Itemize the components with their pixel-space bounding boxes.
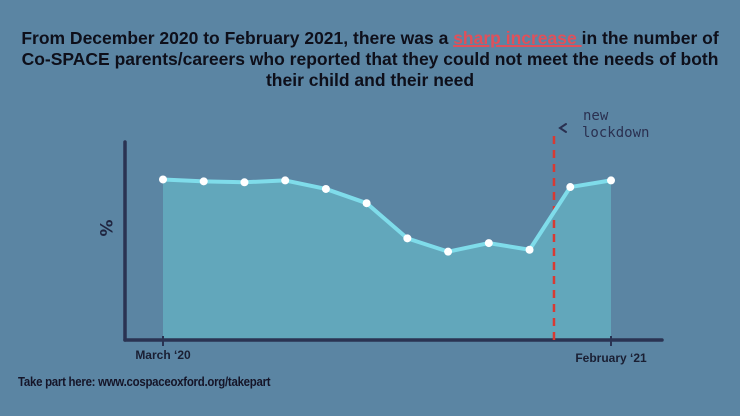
data-point-9 [484, 239, 493, 248]
series-line [161, 177, 613, 254]
take-part-link[interactable]: Take part here: www.cospaceoxford.org/ta… [18, 374, 271, 389]
annotation-label-line1: new [583, 108, 609, 124]
chart-title: From December 2020 to February 2021, the… [21, 28, 719, 90]
data-point-3 [240, 178, 249, 187]
annotation-arrow [558, 123, 567, 133]
data-point-6 [362, 199, 371, 208]
x-tick-label-end: February ‘21 [575, 351, 647, 365]
x-tick-label-start: March ‘20 [135, 348, 191, 362]
data-point-4 [281, 176, 290, 185]
data-point-5 [321, 184, 330, 193]
data-point-10 [525, 245, 534, 254]
area-fill [163, 179, 611, 340]
annotation-label-line2: lockdown [582, 125, 649, 141]
data-point-8 [444, 247, 453, 256]
data-point-2 [199, 177, 208, 186]
data-point-1 [159, 175, 167, 184]
title-highlight: sharp increase [453, 28, 582, 48]
y-axis-label: % [95, 219, 115, 236]
data-point-11 [566, 183, 575, 192]
data-point-7 [403, 234, 412, 243]
data-point-12 [607, 176, 615, 185]
